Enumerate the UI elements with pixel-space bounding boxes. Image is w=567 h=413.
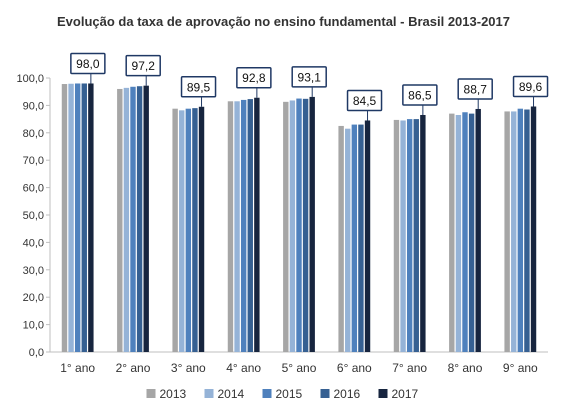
bar-2013 xyxy=(172,108,178,352)
bar-2016 xyxy=(247,99,253,353)
bar-2017 xyxy=(530,106,537,352)
chart-title: Evolução da taxa de aprovação no ensino … xyxy=(57,14,510,29)
callout-box xyxy=(291,66,327,88)
x-tick-label: 8° ano xyxy=(448,361,483,375)
bar-2017 xyxy=(364,120,371,352)
legend-swatch-2017 xyxy=(378,389,388,398)
bar-2014 xyxy=(455,114,462,353)
legend-label: 2015 xyxy=(276,387,303,401)
bar-2017 xyxy=(309,96,315,352)
x-tick-label: 2° ano xyxy=(116,361,151,375)
y-tick-label: 90,0 xyxy=(23,100,44,112)
x-tick-label: 1° ano xyxy=(60,361,95,375)
bar-2017 xyxy=(420,114,426,353)
bar-2013 xyxy=(61,84,68,352)
x-tick-label: 3° ano xyxy=(171,361,206,375)
bar-2017 xyxy=(143,85,149,352)
y-tick-label: 40,0 xyxy=(23,237,44,249)
legend-label: 2013 xyxy=(160,387,187,401)
bar-2014 xyxy=(234,101,240,352)
data-label: 93,1 xyxy=(298,70,322,84)
callout-box xyxy=(125,54,161,77)
bar-2016 xyxy=(81,83,87,352)
callout-box xyxy=(70,52,106,75)
bar-2015 xyxy=(351,124,358,352)
bar-2016 xyxy=(302,98,309,352)
bar-2015 xyxy=(240,99,247,352)
x-tick-label: 5° ano xyxy=(282,361,317,375)
y-tick-label: 100,0 xyxy=(16,73,44,85)
x-tick-label: 6° ano xyxy=(337,361,372,375)
bar-2016 xyxy=(524,109,530,352)
bar-2013 xyxy=(227,101,234,352)
y-tick-label: 30,0 xyxy=(23,265,44,277)
x-tick-label: 4° ano xyxy=(226,361,261,375)
legend-swatch-2014 xyxy=(204,389,214,398)
bar-2014 xyxy=(289,100,296,352)
callout-box xyxy=(180,76,217,98)
legend-label: 2016 xyxy=(334,387,361,401)
x-tick-label: 7° ano xyxy=(392,361,427,375)
bar-2016 xyxy=(192,108,198,352)
bar-2013 xyxy=(449,113,455,353)
data-label: 89,6 xyxy=(519,80,543,94)
bar-2017 xyxy=(88,83,94,352)
bar-2016 xyxy=(468,113,475,353)
y-tick-label: 0,0 xyxy=(29,347,44,359)
y-tick-label: 20,0 xyxy=(23,292,44,304)
x-tick-label: 9° ano xyxy=(503,361,538,375)
bar-2014 xyxy=(511,111,517,352)
callout-box xyxy=(402,84,438,106)
bar-2013 xyxy=(283,101,289,352)
bar-2013 xyxy=(393,119,400,352)
data-label: 86,5 xyxy=(408,88,432,102)
callout-box xyxy=(346,89,383,112)
y-tick-label: 60,0 xyxy=(23,183,44,195)
bar-2015 xyxy=(462,112,468,352)
bar-2014 xyxy=(123,87,130,352)
bar-2016 xyxy=(413,119,419,352)
data-label: 88,7 xyxy=(464,82,488,96)
data-label: 84,5 xyxy=(353,94,377,108)
callout-box xyxy=(457,78,493,100)
bar-2015 xyxy=(296,98,302,352)
bar-2014 xyxy=(68,83,74,352)
bar-2016 xyxy=(358,124,364,352)
bar-2017 xyxy=(198,106,205,353)
bar-2015 xyxy=(517,108,524,352)
y-tick-label: 10,0 xyxy=(23,320,44,332)
bar-2013 xyxy=(504,111,510,352)
data-label: 89,5 xyxy=(187,80,211,94)
bar-2013 xyxy=(117,88,123,353)
y-tick-label: 50,0 xyxy=(23,210,44,222)
bar-2014 xyxy=(179,110,185,352)
bar-2014 xyxy=(345,128,351,352)
data-label: 97,2 xyxy=(132,59,156,73)
legend-label: 2017 xyxy=(392,387,419,401)
bar-2015 xyxy=(130,86,136,352)
data-label: 92,8 xyxy=(242,71,266,85)
legend-label: 2014 xyxy=(218,387,245,401)
bar-2014 xyxy=(400,120,406,352)
callout-box xyxy=(512,75,549,98)
bar-2015 xyxy=(406,119,413,352)
legend-swatch-2016 xyxy=(320,389,330,398)
callout-box xyxy=(236,66,272,89)
y-tick-label: 70,0 xyxy=(23,155,44,167)
legend-swatch-2013 xyxy=(146,389,156,398)
bar-2017 xyxy=(254,97,260,352)
data-label: 98,0 xyxy=(76,57,100,71)
legend-swatch-2015 xyxy=(262,389,272,398)
bar-2015 xyxy=(74,83,81,352)
bar-2013 xyxy=(338,125,344,352)
bar-2015 xyxy=(185,108,192,352)
y-tick-label: 80,0 xyxy=(23,128,44,140)
bar-2017 xyxy=(475,108,481,352)
bar-2016 xyxy=(136,86,143,352)
